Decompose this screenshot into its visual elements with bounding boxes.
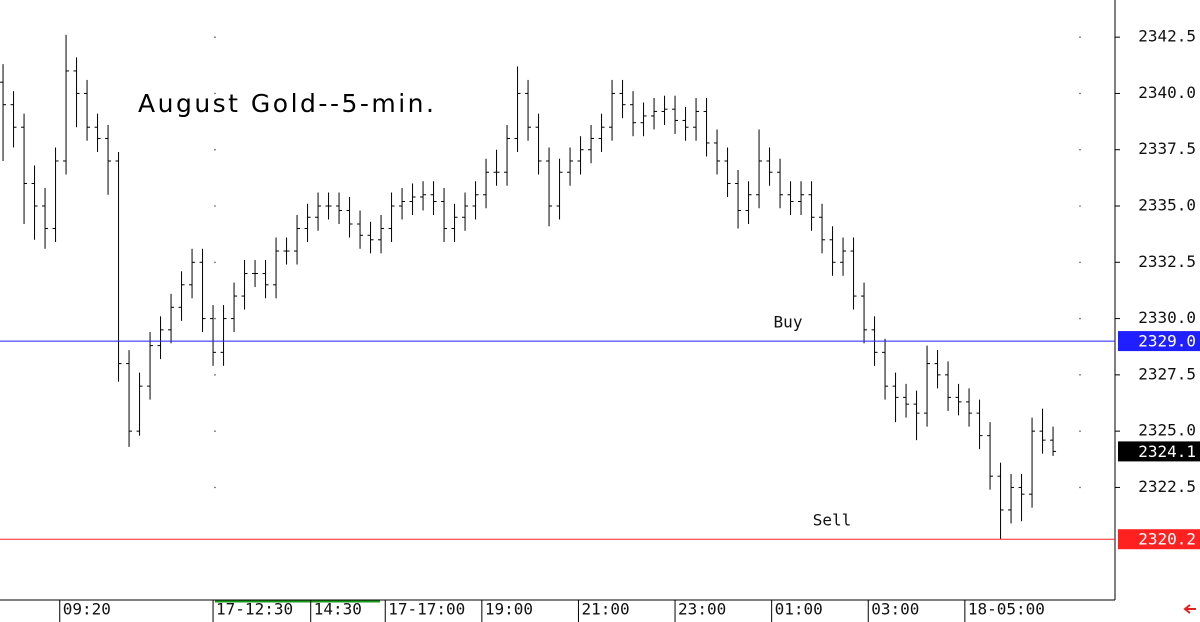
y-tick-label: 2322.5	[1138, 477, 1196, 496]
level-label: Sell	[813, 511, 852, 530]
grid-dot	[1079, 374, 1081, 376]
price-box	[1118, 529, 1200, 550]
grid-dot	[214, 205, 216, 207]
price-box	[1118, 331, 1200, 352]
x-tick-label: 01:00	[775, 600, 823, 619]
x-tick-label: 23:00	[678, 600, 726, 619]
x-tick-label: 17-12:30	[216, 600, 293, 619]
grid-dot	[214, 92, 216, 95]
grid-dot	[214, 36, 216, 38]
grid-dot	[1079, 430, 1081, 432]
grid-dot	[1079, 261, 1081, 264]
y-tick-label: 2325.0	[1138, 421, 1196, 440]
grid-dot	[1079, 148, 1081, 151]
x-tick-label: 17-17:00	[388, 600, 465, 619]
y-tick-label: 2327.5	[1138, 364, 1196, 383]
y-tick-label: 2342.5	[1138, 27, 1196, 46]
x-tick-label: 03:00	[871, 600, 919, 619]
y-tick-label: 2335.0	[1138, 196, 1196, 215]
grid-dot	[214, 261, 216, 264]
level-label: Buy	[774, 313, 803, 332]
y-tick-label: 2330.0	[1138, 308, 1196, 327]
grid-dot	[214, 430, 216, 432]
grid-dot	[1079, 36, 1081, 38]
y-tick-label: 2337.5	[1138, 139, 1196, 158]
grid-dot	[1079, 317, 1081, 320]
x-tick-label: 18-05:00	[968, 600, 1045, 619]
scroll-arrow	[1183, 604, 1196, 614]
grid-dot	[1079, 92, 1081, 95]
price-box-label: 2320.2	[1138, 530, 1196, 549]
x-tick-label: 19:00	[485, 600, 533, 619]
x-tick-label: 21:00	[581, 600, 629, 619]
grid-dot	[214, 317, 216, 320]
price-box-label: 2324.1	[1138, 442, 1196, 461]
x-tick-label: 09:20	[63, 600, 111, 619]
x-tick-label: 14:30	[314, 600, 362, 619]
y-tick-label: 2332.5	[1138, 252, 1196, 271]
chart-title: August Gold--5-min.	[138, 89, 436, 118]
price-box	[1118, 441, 1200, 462]
y-tick-label: 2340.0	[1138, 83, 1196, 102]
grid-dot	[214, 148, 216, 151]
grid-dot	[1079, 486, 1081, 489]
price-box-label: 2329.0	[1138, 332, 1196, 351]
grid-dot	[214, 374, 216, 376]
grid-dot	[214, 486, 216, 489]
grid-dot	[1079, 205, 1081, 207]
